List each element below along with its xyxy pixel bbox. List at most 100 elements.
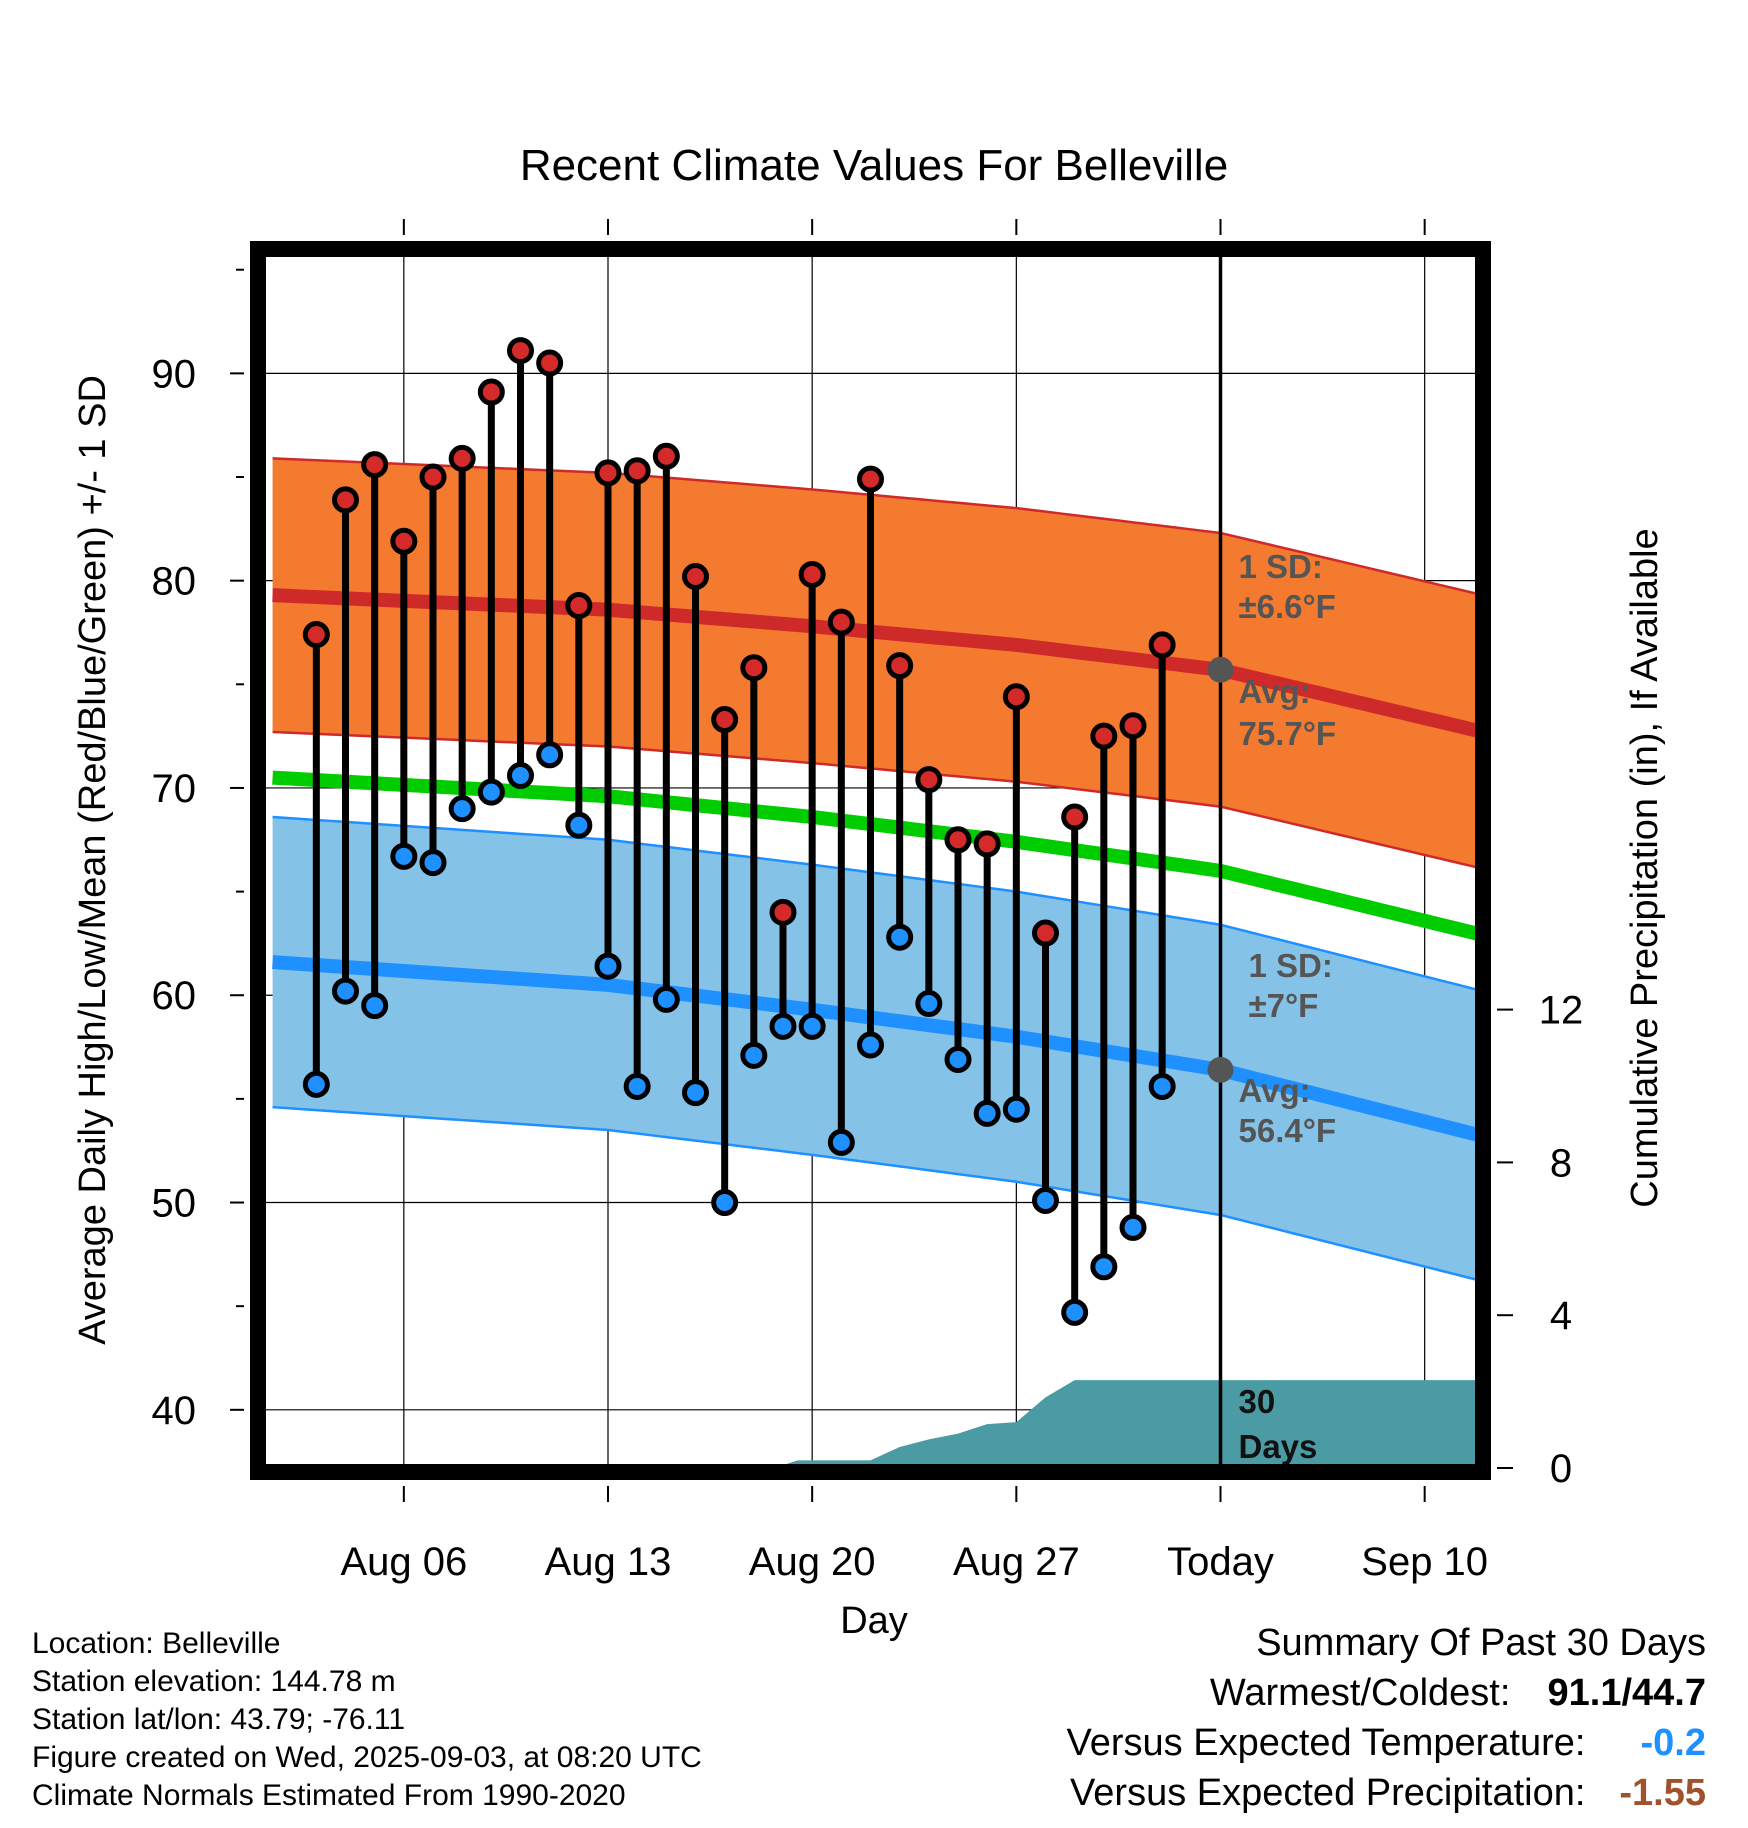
high-sd-band <box>272 458 1483 869</box>
y-tick-label: 70 <box>152 767 197 811</box>
y-right-tick-label: 4 <box>1550 1294 1572 1338</box>
low-temp-point <box>536 741 564 769</box>
high-temp-point <box>682 563 709 591</box>
temp-row: Versus Expected Temperature: -0.2 <box>1067 1718 1706 1768</box>
low-temp-point <box>1002 1095 1030 1123</box>
high-temp-point <box>915 766 943 794</box>
annotation-label: Avg: <box>1239 673 1311 710</box>
latlon-text: Station lat/lon: 43.79; -76.11 <box>32 1703 406 1736</box>
annotation-value: ±6.6°F <box>1239 588 1336 625</box>
high-temp-point <box>623 457 651 485</box>
annotation-label: 1 SD: <box>1239 548 1323 585</box>
normal-low-line <box>272 955 1483 1143</box>
low-temp-point <box>652 985 680 1013</box>
low-temp-point <box>419 849 447 877</box>
high-temp-point <box>536 349 564 377</box>
high-temp-point <box>944 826 972 854</box>
precip-label: Versus Expected Precipitation: <box>1070 1772 1586 1814</box>
annotation-value: 56.4°F <box>1239 1112 1337 1149</box>
today-normal-high-marker <box>1207 656 1234 683</box>
high-temp-point <box>1032 919 1059 947</box>
low-temp-point <box>827 1128 855 1156</box>
high-temp-point <box>652 442 680 470</box>
y-axis-label-left: Average Daily High/Low/Mean (Red/Blue/Gr… <box>72 375 114 1345</box>
y-right-tick-label: 12 <box>1539 989 1584 1033</box>
high-temp-point <box>857 465 884 493</box>
high-temp-point <box>419 463 447 491</box>
x-tick-label: Aug 27 <box>953 1540 1080 1584</box>
low-temp-point <box>1061 1298 1089 1326</box>
low-temp-point <box>769 1012 797 1040</box>
high-temp-point <box>973 830 1001 858</box>
precip-area <box>774 1380 1483 1468</box>
created-text: Figure created on Wed, 2025-09-03, at 08… <box>32 1741 702 1774</box>
low-temp-point <box>565 811 593 839</box>
high-temp-point <box>1119 712 1147 740</box>
y-right-tick-label: 8 <box>1550 1141 1572 1185</box>
high-temp-point <box>565 592 593 620</box>
high-temp-point <box>448 444 476 472</box>
y-axis-label-right: Cumulative Precipitation (in), If Availa… <box>1624 528 1666 1207</box>
low-temp-point <box>448 795 476 823</box>
x-tick-label: Sep 10 <box>1361 1540 1488 1584</box>
y-tick-label: 60 <box>152 974 197 1018</box>
low-temp-point <box>973 1099 1001 1127</box>
y-tick-label: 50 <box>152 1182 197 1226</box>
high-temp-point <box>332 486 359 514</box>
precip-days-label: 30 <box>1239 1383 1276 1420</box>
low-temp-point <box>886 923 914 951</box>
low-temp-point <box>594 952 622 980</box>
plot-frame <box>250 241 1491 1480</box>
low-temp-point <box>798 1012 826 1040</box>
low-temp-point <box>390 842 418 870</box>
high-temp-point <box>302 621 330 649</box>
low-temp-point <box>332 977 359 1005</box>
y-right-tick-label: 0 <box>1550 1447 1572 1491</box>
high-temp-point <box>361 451 389 479</box>
summary-title: Summary Of Past 30 Days <box>1256 1622 1706 1664</box>
y-tick-label: 80 <box>152 560 197 604</box>
high-temp-point <box>477 378 505 406</box>
temp-value: -0.2 <box>1640 1722 1706 1764</box>
low-temp-point <box>1090 1253 1118 1281</box>
high-temp-point <box>594 459 622 487</box>
precip-days-label: Days <box>1239 1428 1318 1465</box>
x-tick-label: Aug 13 <box>545 1540 672 1584</box>
x-axis-label: Day <box>840 1600 908 1642</box>
precip-value: -1.55 <box>1619 1772 1706 1814</box>
low-temp-point <box>302 1070 330 1098</box>
high-temp-point <box>798 560 826 588</box>
low-temp-point <box>915 990 943 1018</box>
high-temp-point <box>1002 683 1030 711</box>
elevation-text: Station elevation: 144.78 m <box>32 1665 396 1698</box>
low-temp-point <box>1119 1213 1147 1241</box>
annotation-label: Avg: <box>1239 1072 1311 1109</box>
low-temp-point <box>857 1031 884 1059</box>
high-temp-point <box>390 527 418 555</box>
low-temp-point <box>711 1189 739 1217</box>
precip-row: Versus Expected Precipitation: -1.55 <box>1067 1768 1706 1818</box>
annotation-value: 75.7°F <box>1239 715 1337 752</box>
high-temp-point <box>1148 631 1176 659</box>
chart-title: Recent Climate Values For Belleville <box>520 141 1228 190</box>
warm-cold-row: Warmest/Coldest: 91.1/44.7 <box>1067 1668 1706 1718</box>
high-sd-band-lower-edge <box>272 730 1483 871</box>
low-temp-point <box>1148 1072 1176 1100</box>
x-tick-label: Aug 06 <box>340 1540 467 1584</box>
normal-mean-line <box>272 770 1483 942</box>
high-temp-point <box>711 706 739 734</box>
normals-text: Climate Normals Estimated From 1990-2020 <box>32 1779 626 1812</box>
high-temp-point <box>886 652 914 680</box>
high-temp-point <box>507 337 534 365</box>
x-tick-label: Aug 20 <box>749 1540 876 1584</box>
y-tick-label: 40 <box>152 1389 197 1433</box>
low-sd-band-upper-edge <box>272 815 1483 993</box>
low-temp-point <box>477 778 505 806</box>
low-temp-point <box>740 1041 768 1069</box>
high-temp-point <box>1061 803 1089 831</box>
annotation-label: 1 SD: <box>1249 947 1333 984</box>
high-temp-point <box>740 654 768 682</box>
low-temp-point <box>682 1079 709 1107</box>
